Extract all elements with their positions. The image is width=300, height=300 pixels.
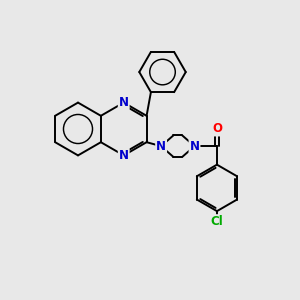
Text: N: N bbox=[156, 140, 166, 153]
Text: Cl: Cl bbox=[211, 215, 223, 228]
Text: N: N bbox=[119, 96, 129, 109]
Text: N: N bbox=[119, 149, 129, 162]
Text: O: O bbox=[212, 122, 222, 136]
Text: N: N bbox=[190, 140, 200, 153]
